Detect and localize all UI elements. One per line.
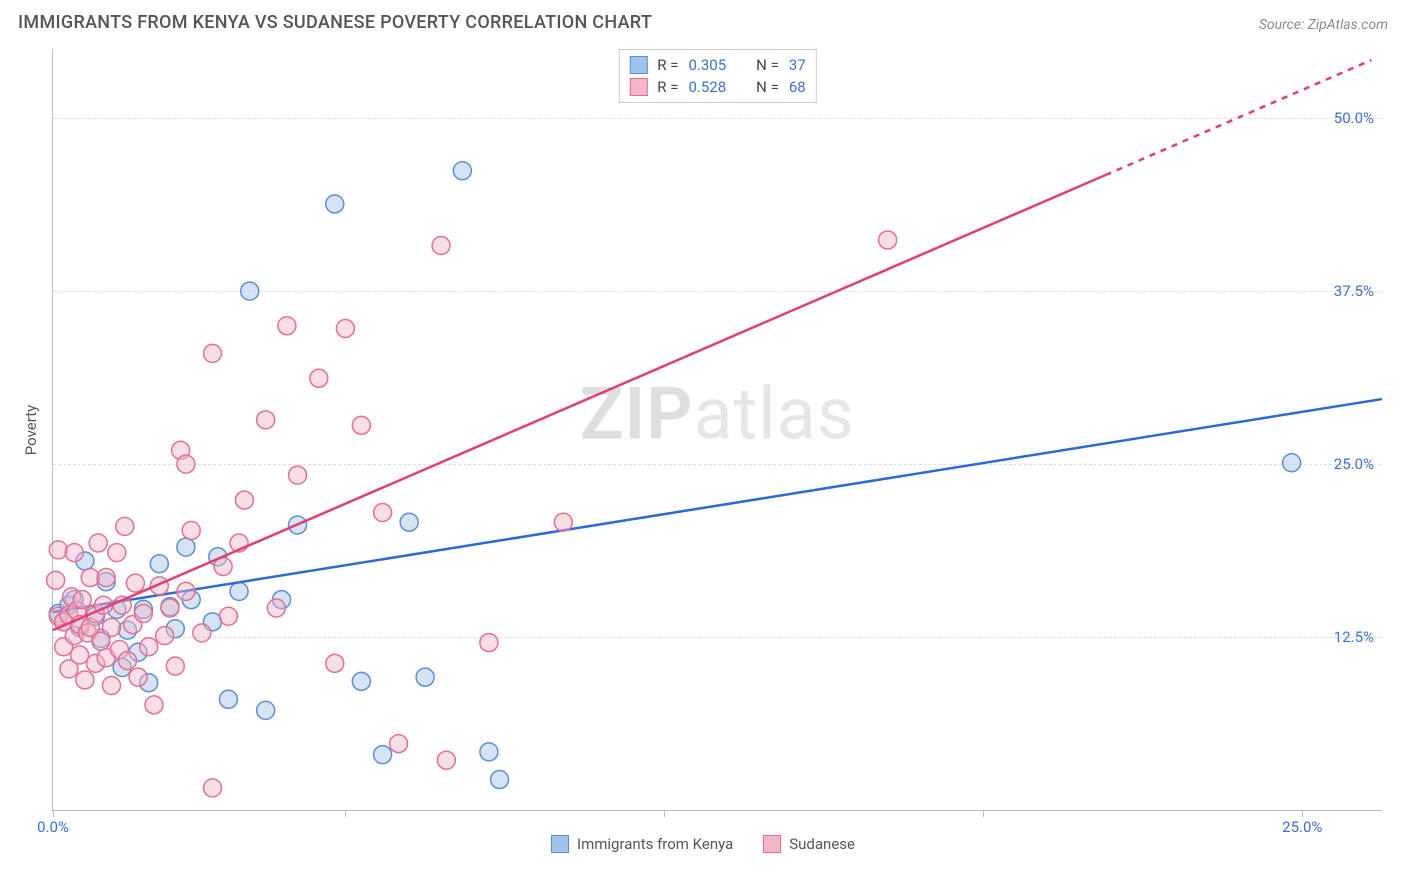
data-point [432, 236, 450, 254]
data-point [203, 779, 221, 797]
data-point [177, 455, 195, 473]
trend-line [53, 175, 1106, 630]
data-point [480, 743, 498, 761]
data-point [374, 504, 392, 522]
data-point [257, 701, 275, 719]
data-point [177, 538, 195, 556]
data-point [480, 634, 498, 652]
data-point [76, 671, 94, 689]
data-point [97, 569, 115, 587]
data-point [47, 571, 65, 589]
data-point [102, 676, 120, 694]
data-point [89, 534, 107, 552]
data-point [267, 599, 285, 617]
data-point [326, 654, 344, 672]
data-point [108, 544, 126, 562]
chart-title: IMMIGRANTS FROM KENYA VS SUDANESE POVERT… [18, 12, 652, 33]
data-point [118, 652, 136, 670]
x-tick-label: 0.0% [37, 818, 69, 836]
data-point [278, 317, 296, 335]
data-point [193, 624, 211, 642]
data-point [156, 627, 174, 645]
x-tick-label: 25.0% [1282, 818, 1322, 836]
data-point [65, 544, 83, 562]
data-point [102, 618, 120, 636]
data-point [491, 771, 509, 789]
data-point [326, 195, 344, 213]
data-point [161, 599, 179, 617]
data-point [879, 231, 897, 249]
data-point [150, 555, 168, 573]
data-point [140, 638, 158, 656]
data-point [177, 582, 195, 600]
source-attribution: Source: ZipAtlas.com [1259, 17, 1388, 33]
swatch-sudanese-icon [763, 835, 781, 853]
scatter-svg [53, 49, 1382, 810]
swatch-sudanese [629, 78, 647, 96]
data-point [116, 517, 134, 535]
data-point [336, 319, 354, 337]
data-point [182, 522, 200, 540]
data-point [453, 162, 471, 180]
chart-header: IMMIGRANTS FROM KENYA VS SUDANESE POVERT… [0, 0, 1406, 39]
data-point [437, 751, 455, 769]
swatch-kenya [629, 56, 647, 74]
data-point [1283, 454, 1301, 472]
legend-row-kenya: R = 0.305 N = 37 [629, 54, 805, 76]
legend-row-sudanese: R = 0.528 N = 68 [629, 76, 805, 98]
data-point [352, 672, 370, 690]
legend-item-sudanese: Sudanese [763, 835, 855, 853]
data-point [73, 591, 91, 609]
data-point [129, 668, 147, 686]
plot-area: ZIPatlas Poverty R = 0.305 N = 37 R = 0.… [52, 49, 1382, 811]
data-point [134, 605, 152, 623]
correlation-legend: R = 0.305 N = 37 R = 0.528 N = 68 [618, 49, 816, 103]
data-point [310, 369, 328, 387]
legend-item-kenya: Immigrants from Kenya [551, 835, 733, 853]
data-point [203, 344, 221, 362]
data-point [554, 513, 572, 531]
data-point [166, 657, 184, 675]
data-point [126, 574, 144, 592]
data-point [219, 690, 237, 708]
data-point [352, 416, 370, 434]
data-point [71, 646, 89, 664]
data-point [145, 696, 163, 714]
data-point [219, 607, 237, 625]
data-point [289, 466, 307, 484]
data-point [49, 541, 67, 559]
y-axis-label: Poverty [22, 404, 40, 454]
data-point [390, 735, 408, 753]
data-point [241, 282, 259, 300]
data-point [230, 582, 248, 600]
data-point [257, 411, 275, 429]
data-point [400, 513, 418, 531]
chart-container: ZIPatlas Poverty R = 0.305 N = 37 R = 0.… [18, 43, 1388, 873]
data-point [235, 491, 253, 509]
series-legend: Immigrants from Kenya Sudanese [551, 835, 855, 853]
trend-line-extrapolated [1106, 60, 1372, 175]
data-point [374, 746, 392, 764]
data-point [416, 668, 434, 686]
swatch-kenya-icon [551, 835, 569, 853]
